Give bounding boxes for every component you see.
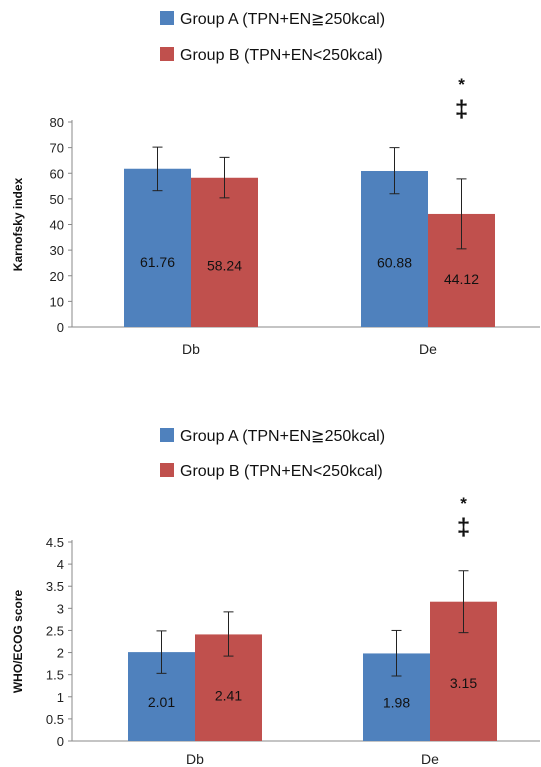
chart1-y-tick-label-5: 2.5 (46, 623, 64, 638)
chart0-legend-swatch-1 (160, 47, 174, 61)
chart0-y-tick-label-7: 70 (50, 141, 64, 156)
chart1-y-tick-label-9: 4.5 (46, 535, 64, 550)
chart1-y-tick-label-3: 1.5 (46, 668, 64, 683)
chart0-y-tick-label-1: 10 (50, 294, 64, 309)
chart1-legend-label-1: Group B (TPN+EN<250kcal) (180, 463, 383, 480)
chart0-legend-label-0: Group A (TPN+EN≧250kcal) (180, 11, 385, 28)
chart1-x-tick-label-0: Db (186, 751, 204, 767)
chart0-y-tick-label-8: 80 (50, 115, 64, 130)
chart0-y-axis-label: Karnofsky index (11, 177, 25, 271)
chart0-y-tick-label-6: 60 (50, 166, 64, 181)
chart1-y-tick-label-2: 1 (57, 690, 64, 705)
chart0-bar-de-series0 (361, 170, 428, 327)
chart1-x-tick-label-1: De (421, 751, 439, 767)
chart1-data-label-db-series1: 2.41 (215, 688, 242, 704)
chart0-data-label-db-series0: 61.76 (140, 254, 175, 270)
chart1-significance-dagger: ‡ (457, 514, 470, 541)
chart1-data-label-db-series0: 2.01 (148, 694, 175, 710)
chart1-y-tick-label-4: 2 (57, 646, 64, 661)
chart0-data-label-de-series0: 60.88 (377, 255, 412, 271)
chart1-data-label-de-series0: 1.98 (383, 695, 410, 711)
chart0-x-tick-label-1: De (419, 341, 437, 357)
chart0-bar-db-series1 (191, 177, 258, 327)
chart0-bar-db-series0 (124, 168, 191, 327)
chart1-y-tick-label-6: 3 (57, 601, 64, 616)
chart0-data-label-db-series1: 58.24 (207, 257, 242, 273)
chart0-legend-swatch-0 (160, 11, 174, 25)
chart1-y-tick-label-7: 3.5 (46, 579, 64, 594)
chart0-y-tick-label-0: 0 (57, 320, 64, 335)
chart0-y-tick-label-3: 30 (50, 243, 64, 258)
chart0-significance-star: * (458, 75, 465, 94)
chart1-significance-star: * (460, 494, 467, 513)
chart1-legend-label-0: Group A (TPN+EN≧250kcal) (180, 428, 385, 445)
chart0-data-label-de-series1: 44.12 (444, 271, 479, 287)
chart1-legend-swatch-1 (160, 463, 174, 477)
chart0-x-tick-label-0: Db (182, 341, 200, 357)
chart1-y-axis-label: WHO/ECOG score (11, 590, 25, 694)
chart1-data-label-de-series1: 3.15 (450, 675, 477, 691)
chart0-y-tick-label-5: 50 (50, 192, 64, 207)
chart1-y-tick-label-1: 0.5 (46, 712, 64, 727)
chart0-significance-dagger: ‡ (455, 96, 468, 123)
chart0-legend-label-1: Group B (TPN+EN<250kcal) (180, 47, 383, 64)
chart0-y-tick-label-4: 40 (50, 218, 64, 233)
chart1-legend-swatch-0 (160, 428, 174, 442)
chart0-y-tick-label-2: 20 (50, 269, 64, 284)
chart1-y-tick-label-0: 0 (57, 734, 64, 749)
chart1-y-tick-label-8: 4 (57, 557, 64, 572)
